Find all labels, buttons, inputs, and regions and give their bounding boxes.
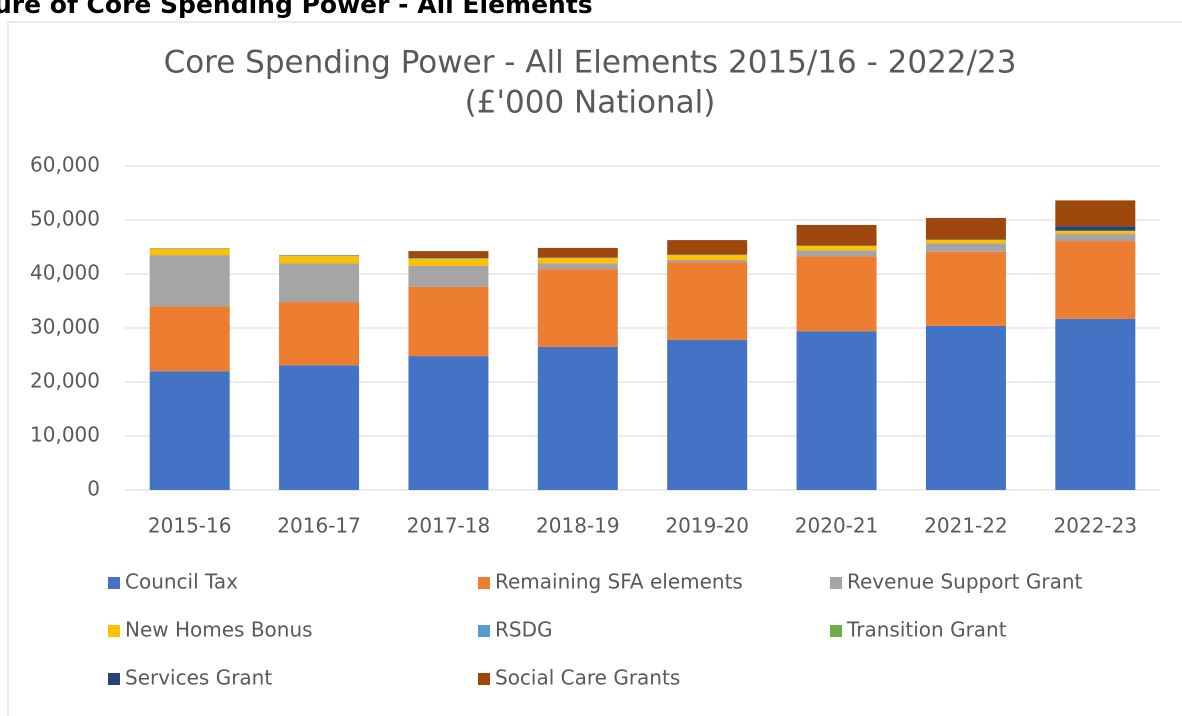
- y-tick-label: 10,000: [30, 423, 100, 447]
- legend-swatch: [478, 577, 490, 589]
- legend-label: Social Care Grants: [495, 666, 680, 690]
- bar-segment: [537, 258, 618, 264]
- legend-swatch: [830, 577, 842, 589]
- bar-segment: [796, 250, 877, 257]
- bar-segment: [925, 251, 1006, 326]
- legend-label: Remaining SFA elements: [495, 570, 743, 594]
- bar-segment: [796, 224, 877, 246]
- x-tick-label: 2016-17: [277, 514, 361, 538]
- x-tick-label: 2015-16: [148, 514, 232, 538]
- legend-swatch: [478, 673, 490, 685]
- chart-subtitle: (£'000 National): [465, 85, 716, 121]
- x-tick-label: 2018-19: [536, 514, 620, 538]
- legend-label: Transition Grant: [846, 618, 1007, 642]
- bar-segment: [667, 240, 748, 255]
- legend-label: Revenue Support Grant: [847, 570, 1083, 594]
- bar-segment: [796, 331, 877, 490]
- legend-swatch: [830, 625, 842, 637]
- bar-segment: [667, 255, 748, 260]
- legend-label: Council Tax: [125, 570, 238, 594]
- bar-segment: [925, 243, 1006, 252]
- bar-segment: [149, 306, 230, 372]
- legend-swatch: [478, 625, 490, 637]
- y-tick-label: 50,000: [30, 207, 100, 231]
- bar-segment: [537, 247, 618, 258]
- bar-segment: [408, 286, 489, 357]
- bar-segment: [279, 302, 360, 366]
- bar-segment: [925, 217, 1006, 240]
- y-tick-label: 30,000: [30, 315, 100, 339]
- y-tick-label: 20,000: [30, 369, 100, 393]
- bar-segment: [279, 263, 360, 303]
- legend-swatch: [108, 673, 120, 685]
- bar-segment: [279, 254, 360, 256]
- bar-segment: [537, 346, 618, 490]
- bar-segment: [1055, 318, 1136, 490]
- bar-segment: [408, 251, 489, 259]
- bar-segment: [279, 365, 360, 490]
- bar-segment: [796, 245, 877, 251]
- bar-segment: [408, 265, 489, 287]
- bar-segment: [537, 263, 618, 270]
- legend-label: New Homes Bonus: [125, 618, 313, 642]
- chart-title: Core Spending Power - All Elements 2015/…: [164, 45, 1017, 81]
- legend-swatch: [108, 577, 120, 589]
- bar-segment: [537, 269, 618, 347]
- y-tick-label: 60,000: [30, 153, 100, 177]
- legend-label: RSDG: [495, 618, 553, 642]
- y-tick-label: 0: [87, 477, 100, 501]
- bar-segment: [925, 325, 1006, 490]
- bar-segment: [149, 255, 230, 307]
- bar-segment: [796, 256, 877, 332]
- bar-segment: [408, 258, 489, 259]
- bar-segment: [667, 259, 748, 263]
- bar-segment: [1055, 241, 1136, 319]
- bar-segment: [1055, 231, 1136, 235]
- bar-segment: [667, 339, 748, 490]
- page-heading: ure of Core Spending Power - All Element…: [0, 0, 593, 19]
- x-tick-label: 2021-22: [924, 514, 1008, 538]
- x-tick-label: 2020-21: [795, 514, 879, 538]
- legend-swatch: [108, 625, 120, 637]
- bar-segment: [149, 248, 230, 249]
- x-tick-label: 2019-20: [665, 514, 749, 538]
- bar-segment: [667, 262, 748, 340]
- bar-segment: [149, 248, 230, 256]
- bar-segment: [1055, 234, 1136, 242]
- bar-segment: [279, 256, 360, 264]
- bar-segment: [1055, 200, 1136, 227]
- bar-segment: [925, 239, 1006, 244]
- bar-segment: [149, 371, 230, 490]
- bar-segment: [408, 259, 489, 266]
- bar-segment: [408, 356, 489, 490]
- x-tick-label: 2022-23: [1054, 514, 1138, 538]
- x-tick-label: 2017-18: [407, 514, 491, 538]
- y-tick-label: 40,000: [30, 261, 100, 285]
- legend-label: Services Grant: [125, 666, 272, 690]
- bar-segment: [1055, 226, 1136, 231]
